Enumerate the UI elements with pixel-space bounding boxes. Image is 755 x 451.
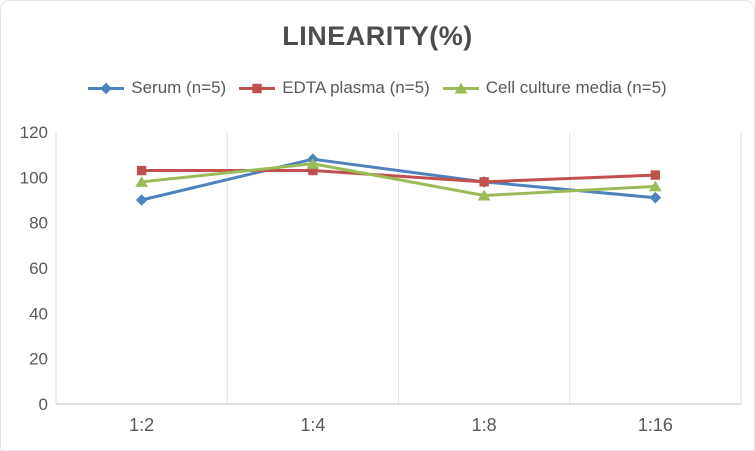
svg-text:1:16: 1:16 <box>638 415 673 435</box>
svg-text:100: 100 <box>20 168 48 187</box>
svg-text:60: 60 <box>29 259 48 278</box>
y-axis-tick-labels: 0 20 40 60 80 100 120 <box>20 123 48 414</box>
svg-text:0: 0 <box>39 395 48 414</box>
legend-item-2: Cell culture media (n=5) <box>442 78 667 98</box>
svg-text:1:2: 1:2 <box>129 415 154 435</box>
chart-title: LINEARITY(%) <box>282 21 473 51</box>
svg-text:120: 120 <box>20 123 48 142</box>
x-axis-tick-labels: 1:2 1:4 1:8 1:16 <box>129 415 673 435</box>
svg-text:40: 40 <box>29 304 48 323</box>
svg-text:80: 80 <box>29 214 48 233</box>
triangle-marker <box>442 82 479 93</box>
svg-text:1:8: 1:8 <box>472 415 497 435</box>
svg-text:1:4: 1:4 <box>300 415 325 435</box>
diamond-marker <box>88 82 125 94</box>
chart-legend: Serum (n=5) EDTA plasma (n=5) Cell culture… <box>1 78 754 98</box>
svg-text:20: 20 <box>29 350 48 369</box>
legend-label: Serum (n=5) <box>131 78 227 97</box>
gridlines <box>55 132 742 404</box>
legend-item-1: EDTA plasma (n=5) <box>239 78 430 98</box>
series-2 <box>135 157 662 201</box>
legend-item-0: Serum (n=5) <box>88 78 226 98</box>
square-marker <box>239 83 276 93</box>
series-1 <box>136 165 661 187</box>
legend-label: Cell culture media (n=5) <box>485 78 667 97</box>
legend-label: EDTA plasma (n=5) <box>282 78 430 97</box>
